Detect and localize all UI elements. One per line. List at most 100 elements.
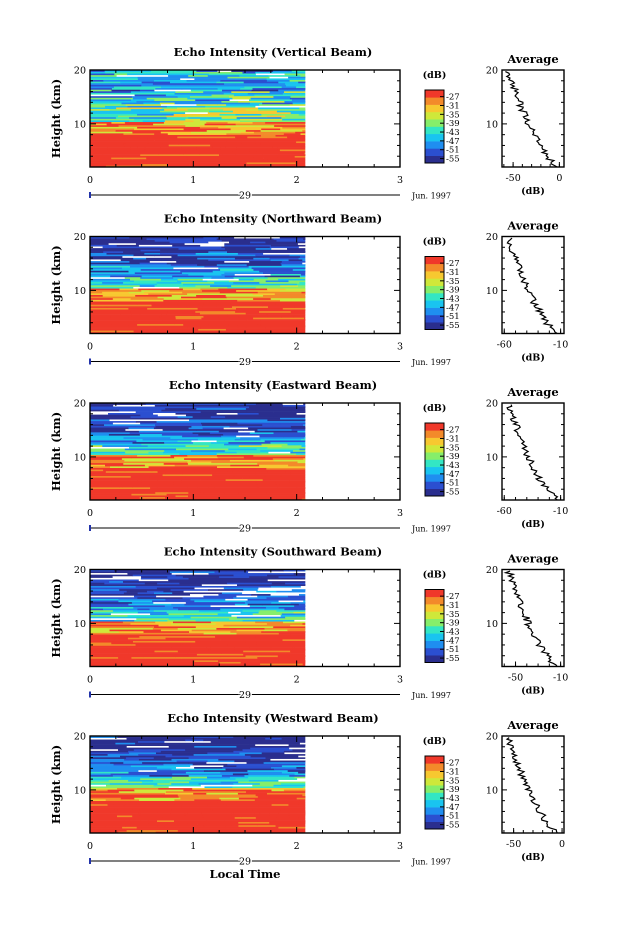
heatmap-cell bbox=[90, 800, 131, 803]
heatmap-cell bbox=[222, 637, 261, 640]
heatmap-cell bbox=[133, 257, 147, 260]
heatmap-cell bbox=[255, 254, 290, 257]
heatmap-cell bbox=[116, 626, 155, 628]
heatmap-cell bbox=[90, 587, 107, 590]
heatmap-cell bbox=[171, 580, 196, 583]
heatmap-cell bbox=[205, 134, 229, 137]
heatmap-cell bbox=[300, 255, 306, 258]
heatmap-cell bbox=[269, 257, 300, 260]
colorbar-swatch bbox=[425, 589, 444, 598]
heatmap-cell bbox=[149, 608, 179, 611]
heatmap-cell bbox=[118, 464, 146, 467]
heatmap-cell bbox=[217, 70, 232, 72]
heatmap-cell bbox=[275, 482, 304, 485]
heatmap-cell bbox=[248, 242, 299, 245]
heatmap-cell bbox=[127, 73, 177, 76]
heatmap-cell bbox=[254, 813, 270, 816]
heatmap-cell bbox=[283, 789, 306, 792]
heatmap-cell bbox=[157, 782, 172, 785]
panel-3: Echo Intensity (Southward Beam)0 1 2 31020H… bbox=[49, 545, 568, 703]
heatmap-cell bbox=[207, 314, 228, 317]
heatmap-cell bbox=[278, 606, 306, 609]
heatmap-cell bbox=[184, 443, 225, 446]
heatmap-cell bbox=[255, 794, 303, 797]
heatmap-cell bbox=[90, 603, 129, 606]
heatmap-cell bbox=[223, 490, 274, 493]
heatmap-cell bbox=[210, 740, 231, 743]
colorbar-swatch bbox=[425, 300, 444, 308]
heatmap-cell bbox=[157, 414, 187, 417]
heatmap-cell bbox=[249, 475, 272, 478]
heatmap-cell bbox=[227, 251, 278, 253]
heatmap-cell bbox=[290, 310, 306, 313]
heatmap-cell bbox=[273, 784, 306, 787]
heatmap-cell bbox=[187, 462, 230, 465]
colorbar-tick-label: -51 bbox=[446, 146, 460, 156]
heatmap-cell bbox=[285, 82, 306, 85]
heatmap-cell bbox=[263, 761, 279, 764]
heatmap-cell bbox=[181, 656, 214, 659]
average-profile-line bbox=[505, 737, 558, 834]
heatmap-cell bbox=[166, 163, 190, 166]
heatmap-cell bbox=[210, 137, 239, 140]
heatmap-cell bbox=[116, 107, 162, 110]
heatmap-cell bbox=[249, 742, 301, 745]
heatmap-cell bbox=[124, 448, 177, 451]
heatmap-cell bbox=[181, 281, 215, 284]
heatmap-cell bbox=[103, 79, 155, 82]
heatmap-cell bbox=[132, 97, 148, 100]
heatmap-cell bbox=[124, 144, 170, 147]
heatmap-cell bbox=[206, 816, 236, 819]
heatmap-cell bbox=[235, 787, 265, 790]
heatmap-cell bbox=[242, 748, 293, 751]
heatmap-cell bbox=[90, 273, 127, 276]
heatmap-cell bbox=[105, 105, 128, 108]
heatmap-cell bbox=[178, 608, 221, 611]
heatmap-cell bbox=[133, 318, 184, 321]
heatmap-cell bbox=[162, 141, 211, 144]
heatmap-cell bbox=[276, 815, 290, 818]
heatmap-cell bbox=[156, 160, 179, 163]
heatmap-cell bbox=[90, 428, 126, 431]
heatmap-cell bbox=[131, 493, 167, 496]
heatmap-cell bbox=[158, 129, 208, 132]
heatmap-cell bbox=[172, 773, 204, 776]
heatmap-cell bbox=[253, 82, 286, 85]
heatmap-cell bbox=[268, 786, 304, 789]
heatmap-cell bbox=[276, 239, 306, 242]
heatmap-cell bbox=[224, 449, 261, 452]
heatmap-cell bbox=[245, 129, 262, 132]
heatmap-cell bbox=[90, 818, 130, 821]
heatmap-cell bbox=[236, 616, 286, 619]
heatmap-cell bbox=[214, 281, 234, 284]
heatmap-cell bbox=[239, 794, 256, 797]
heatmap-cell bbox=[225, 145, 273, 148]
heatmap-cell bbox=[202, 289, 237, 292]
heatmap-cell bbox=[90, 736, 118, 738]
heatmap-cell bbox=[152, 600, 195, 603]
colorbar-swatch bbox=[425, 466, 444, 475]
heatmap-cell bbox=[289, 304, 306, 307]
heatmap-cell bbox=[222, 89, 252, 92]
heatmap-cell bbox=[225, 795, 259, 798]
heatmap-cell bbox=[289, 276, 306, 279]
heatmap-cell bbox=[102, 304, 152, 307]
heatmap-cell bbox=[90, 795, 129, 798]
heatmap-cell bbox=[281, 315, 295, 318]
colorbar-tick-label: -35 bbox=[446, 277, 460, 287]
heatmap-cell bbox=[233, 736, 284, 738]
heatmap-cell bbox=[236, 239, 277, 242]
heatmap-cell bbox=[201, 584, 238, 586]
heatmap-cell bbox=[229, 95, 274, 98]
heatmap-cell bbox=[249, 149, 281, 152]
heatmap-cell bbox=[135, 293, 149, 295]
heatmap-cell bbox=[299, 281, 306, 284]
heatmap-cell bbox=[200, 244, 225, 247]
colorbar-tick-label: -31 bbox=[446, 434, 460, 444]
heatmap-cell bbox=[116, 483, 150, 486]
heatmap-cell bbox=[127, 105, 168, 108]
heatmap-cell bbox=[102, 246, 144, 249]
heatmap-cell bbox=[107, 789, 135, 792]
heatmap-cell bbox=[265, 280, 289, 283]
